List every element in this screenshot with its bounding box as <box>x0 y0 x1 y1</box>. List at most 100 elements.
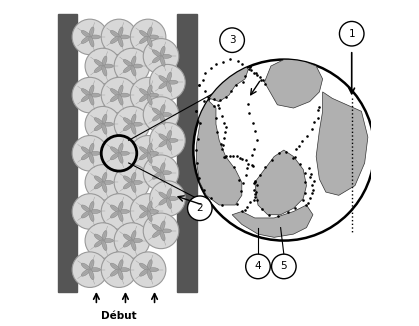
Ellipse shape <box>160 221 165 231</box>
Circle shape <box>101 252 137 288</box>
Ellipse shape <box>102 172 107 183</box>
Point <box>303 133 310 138</box>
Polygon shape <box>264 60 323 108</box>
Circle shape <box>85 223 121 258</box>
Point <box>217 98 224 103</box>
Circle shape <box>246 254 270 279</box>
Ellipse shape <box>167 139 178 142</box>
Point <box>229 153 236 158</box>
Ellipse shape <box>94 124 103 131</box>
Ellipse shape <box>166 188 171 199</box>
Point <box>245 161 252 166</box>
Ellipse shape <box>81 30 91 37</box>
Point <box>246 66 252 71</box>
Point <box>214 102 221 107</box>
Ellipse shape <box>123 60 132 67</box>
Circle shape <box>130 136 166 171</box>
Circle shape <box>72 77 108 113</box>
Ellipse shape <box>118 143 123 154</box>
Circle shape <box>114 223 150 258</box>
Point <box>202 70 209 76</box>
Ellipse shape <box>118 260 123 270</box>
Point <box>239 208 246 213</box>
Ellipse shape <box>94 176 103 183</box>
Ellipse shape <box>153 56 162 63</box>
Point <box>239 80 246 85</box>
Point <box>228 88 235 93</box>
Point <box>213 129 220 134</box>
Ellipse shape <box>153 114 162 121</box>
Ellipse shape <box>89 268 101 272</box>
Point <box>302 190 308 195</box>
Point <box>251 128 258 133</box>
Ellipse shape <box>110 95 119 102</box>
Point <box>219 147 226 152</box>
Bar <box>57 14 77 292</box>
Ellipse shape <box>153 108 162 115</box>
Ellipse shape <box>160 172 165 183</box>
Circle shape <box>101 136 137 171</box>
Ellipse shape <box>110 205 119 212</box>
Polygon shape <box>197 98 242 205</box>
Point <box>199 77 206 82</box>
Ellipse shape <box>160 163 165 173</box>
Polygon shape <box>200 60 248 102</box>
Ellipse shape <box>153 172 162 179</box>
Point <box>275 151 282 156</box>
Ellipse shape <box>118 269 123 280</box>
Point <box>239 61 246 67</box>
Circle shape <box>114 48 150 84</box>
Ellipse shape <box>153 166 162 173</box>
Ellipse shape <box>119 35 129 39</box>
Ellipse shape <box>147 95 152 105</box>
Point <box>204 94 211 99</box>
Ellipse shape <box>89 37 94 47</box>
Point <box>192 148 199 153</box>
Ellipse shape <box>153 50 162 57</box>
Circle shape <box>72 19 108 55</box>
Ellipse shape <box>110 269 119 276</box>
Ellipse shape <box>160 229 171 233</box>
Point <box>251 191 258 197</box>
Point <box>308 183 315 188</box>
Point <box>197 121 203 126</box>
Ellipse shape <box>119 210 129 214</box>
Point <box>201 187 207 193</box>
Ellipse shape <box>140 95 149 102</box>
Circle shape <box>72 136 108 171</box>
Point <box>262 165 269 170</box>
Text: Début: Début <box>101 311 137 321</box>
Point <box>235 58 241 63</box>
Ellipse shape <box>132 239 142 243</box>
Ellipse shape <box>160 56 165 66</box>
Circle shape <box>114 106 150 142</box>
Point <box>251 179 258 184</box>
Point <box>292 205 299 210</box>
Ellipse shape <box>102 240 107 251</box>
Circle shape <box>85 106 121 142</box>
Ellipse shape <box>131 124 136 134</box>
Polygon shape <box>316 92 368 195</box>
Ellipse shape <box>131 114 136 125</box>
Ellipse shape <box>118 153 123 163</box>
Circle shape <box>150 65 185 100</box>
Point <box>242 157 249 163</box>
Point <box>256 74 263 80</box>
Point <box>301 171 308 176</box>
Text: 4: 4 <box>255 261 261 272</box>
Ellipse shape <box>102 124 107 134</box>
Ellipse shape <box>94 118 103 125</box>
Ellipse shape <box>81 263 91 270</box>
Ellipse shape <box>81 269 91 276</box>
Ellipse shape <box>89 143 94 154</box>
Ellipse shape <box>118 27 123 37</box>
Point <box>259 206 265 211</box>
Ellipse shape <box>147 201 152 212</box>
Point <box>285 209 291 215</box>
Ellipse shape <box>160 230 165 241</box>
Point <box>246 111 252 116</box>
Point <box>310 187 316 192</box>
Point <box>306 165 313 170</box>
Point <box>315 108 321 113</box>
Point <box>242 207 248 212</box>
